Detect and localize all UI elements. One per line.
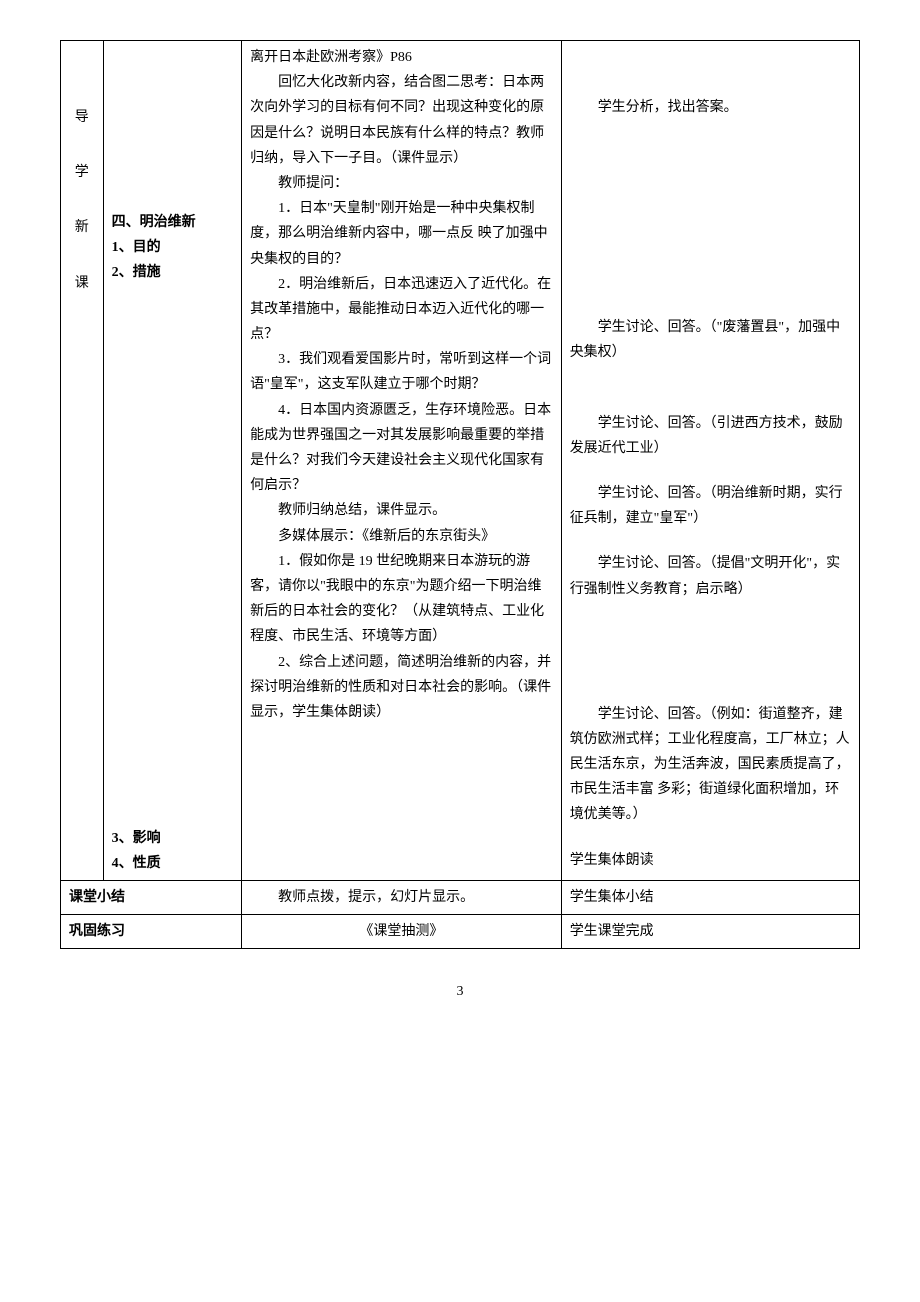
- summary-teacher-1-text: 教师点拨，提示，幻灯片显示。: [250, 885, 553, 910]
- c4-p5: 学生讨论、回答。（提倡"文明开化"，实行强制性义务教育；启示略）: [570, 551, 851, 601]
- summary-teacher-2-text: 《课堂抽测》: [250, 919, 553, 944]
- summary-student-1-text: 学生集体小结: [570, 885, 851, 910]
- section-label: 导 学 新 课: [69, 45, 95, 296]
- lesson-plan-table: 导 学 新 课 四、明治维新 1、目的 2、措施 3、影响 4、性质 离开日本赴…: [60, 40, 860, 949]
- char-1: 导: [75, 105, 89, 130]
- summary-student-2: 学生课堂完成: [561, 915, 859, 949]
- char-3: 新: [75, 215, 89, 240]
- char-4: 课: [75, 271, 89, 296]
- c3-p2: 回忆大化改新内容，结合图二思考：日本两次向外学习的目标有何不同？出现这种变化的原…: [250, 70, 553, 171]
- student-activity-cell: 学生分析，找出答案。 学生讨论、回答。（"废藩置县"，加强中央集权） 学生讨论、…: [561, 41, 859, 881]
- c3-p11: 2、综合上述问题，简述明治维新的内容，并探讨明治维新的性质和对日本社会的影响。（…: [250, 650, 553, 726]
- summary-teacher-1: 教师点拨，提示，幻灯片显示。: [242, 880, 562, 914]
- summary-row-2: 巩固练习 《课堂抽测》 学生课堂完成: [61, 915, 860, 949]
- c4-p6: 学生讨论、回答。（例如：街道整齐，建筑仿欧洲式样；工业化程度高，工厂林立；人民生…: [570, 702, 851, 828]
- outline-item-2: 2、措施: [112, 260, 233, 285]
- outline-item-4: 4、性质: [112, 851, 233, 876]
- outline-item-3: 3、影响: [112, 826, 233, 851]
- c3-p6: 3．我们观看爱国影片时，常听到这样一个词语"皇军"，这支军队建立于哪个时期？: [250, 347, 553, 397]
- c4-p7: 学生集体朗读: [570, 848, 851, 873]
- c3-p4: 1．日本"天皇制"刚开始是一种中央集权制度，那么明治维新内容中，哪一点反 映了加…: [250, 196, 553, 272]
- summary-label-1: 课堂小结: [61, 880, 242, 914]
- summary-label-2: 巩固练习: [61, 915, 242, 949]
- c3-p9: 多媒体展示：《维新后的东京街头》: [250, 524, 553, 549]
- char-2: 学: [75, 160, 89, 185]
- summary-student-2-text: 学生课堂完成: [570, 919, 851, 944]
- c3-p7: 4．日本国内资源匮乏，生存环境险恶。日本能成为世界强国之一对其发展影响最重要的举…: [250, 398, 553, 499]
- section4-title: 四、明治维新: [112, 210, 233, 235]
- summary-student-1: 学生集体小结: [561, 880, 859, 914]
- c4-p4: 学生讨论、回答。（明治维新时期，实行征兵制，建立"皇军"）: [570, 481, 851, 531]
- c3-p1: 离开日本赴欧洲考察》P86: [250, 45, 553, 70]
- summary-teacher-2: 《课堂抽测》: [242, 915, 562, 949]
- teacher-activity-cell: 离开日本赴欧洲考察》P86 回忆大化改新内容，结合图二思考：日本两次向外学习的目…: [242, 41, 562, 881]
- outline-cell: 四、明治维新 1、目的 2、措施 3、影响 4、性质: [103, 41, 241, 881]
- c3-p8: 教师归纳总结，课件显示。: [250, 498, 553, 523]
- c3-p3: 教师提问：: [250, 171, 553, 196]
- outline-item-1: 1、目的: [112, 235, 233, 260]
- main-content-row: 导 学 新 课 四、明治维新 1、目的 2、措施 3、影响 4、性质 离开日本赴…: [61, 41, 860, 881]
- page-number: 3: [60, 979, 860, 1004]
- c4-p3: 学生讨论、回答。（引进西方技术，鼓励发展近代工业）: [570, 411, 851, 461]
- c3-p5: 2．明治维新后，日本迅速迈入了近代化。在其改革措施中，最能推动日本迈入近代化的哪…: [250, 272, 553, 348]
- c3-p10: 1．假如你是 19 世纪晚期来日本游玩的游客，请你以"我眼中的东京"为题介绍一下…: [250, 549, 553, 650]
- summary-row-1: 课堂小结 教师点拨，提示，幻灯片显示。 学生集体小结: [61, 880, 860, 914]
- section-label-cell: 导 学 新 课: [61, 41, 104, 881]
- c4-p2: 学生讨论、回答。（"废藩置县"，加强中央集权）: [570, 315, 851, 365]
- c4-p1: 学生分析，找出答案。: [570, 95, 851, 120]
